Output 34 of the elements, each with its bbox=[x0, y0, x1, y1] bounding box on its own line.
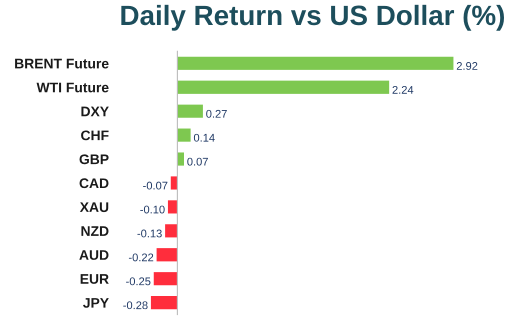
data-label: 0.14 bbox=[194, 134, 215, 142]
bar bbox=[177, 152, 184, 166]
data-label: 2.24 bbox=[392, 86, 414, 94]
data-label: 2.92 bbox=[456, 62, 478, 70]
y-tick-label: GBP bbox=[80, 154, 109, 164]
bar bbox=[177, 104, 203, 118]
y-tick-label: EUR bbox=[80, 274, 109, 284]
y-tick-label: XAU bbox=[80, 202, 108, 212]
bar bbox=[165, 224, 178, 238]
data-label: -0.13 bbox=[137, 230, 162, 238]
y-tick-label: CHF bbox=[81, 130, 109, 140]
data-label: -0.28 bbox=[123, 301, 148, 310]
y-tick-label: DXY bbox=[81, 106, 109, 116]
data-label: 0.07 bbox=[187, 158, 208, 166]
bar bbox=[177, 128, 191, 142]
y-tick-label: NZD bbox=[81, 226, 108, 236]
bar bbox=[156, 248, 178, 262]
chart-title: Daily Return vs US Dollar (%) bbox=[121, 4, 504, 31]
y-tick-label: AUD bbox=[79, 250, 108, 260]
bar bbox=[150, 296, 178, 310]
data-label: -0.07 bbox=[143, 182, 168, 190]
bar bbox=[170, 176, 178, 190]
bar bbox=[168, 200, 178, 214]
bar bbox=[177, 56, 454, 70]
y-tick-label: JPY bbox=[83, 298, 109, 308]
y-tick-label: BRENT Future bbox=[15, 58, 109, 68]
data-label: -0.10 bbox=[140, 206, 165, 214]
y-tick-label: WTI Future bbox=[36, 82, 109, 92]
y-tick-label: CAD bbox=[80, 178, 108, 188]
data-label: 0.27 bbox=[206, 110, 227, 118]
data-label: -0.22 bbox=[128, 253, 154, 262]
bar bbox=[177, 80, 390, 94]
bar bbox=[154, 272, 178, 286]
data-label: -0.25 bbox=[126, 277, 150, 286]
